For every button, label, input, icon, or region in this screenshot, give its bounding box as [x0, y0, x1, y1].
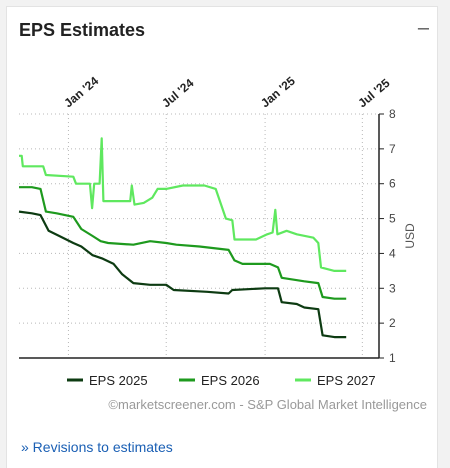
series-line-eps-2025: [18, 210, 347, 339]
revisions-link[interactable]: » Revisions to estimates: [21, 439, 173, 455]
y-tick-label: 5: [389, 212, 396, 226]
eps-chart: Jan '24 Jul '24 Jan '25 Jul '25 1 2 3 4 5 6 7 8 USD E…: [18, 74, 427, 412]
y-tick-label: 7: [389, 142, 396, 156]
series-line-eps-2026: [19, 186, 347, 300]
y-tick-label: 4: [389, 246, 396, 260]
x-tick-label: Jul '25: [355, 76, 392, 111]
y-tick-label: 2: [389, 316, 396, 330]
y-tick-label: 1: [389, 351, 396, 365]
minus-icon[interactable]: –: [417, 17, 429, 39]
x-tick-label: Jul '24: [159, 76, 196, 111]
eps-estimates-card: EPS Estimates – Jan '24 Jul '24 Jan '25 Jul…: [6, 6, 438, 468]
card-title: EPS Estimates: [19, 20, 146, 40]
y-tick-label: 6: [389, 177, 396, 191]
x-tick-label: Jan '24: [61, 74, 101, 111]
legend-label: EPS 2026: [201, 373, 260, 388]
legend-label: EPS 2027: [317, 373, 376, 388]
y-tick-label: 3: [389, 281, 396, 295]
y-axis-label: USD: [403, 223, 417, 249]
series-line-eps-2027: [19, 137, 347, 272]
chart-credit: ©marketscreener.com - S&P Global Market …: [108, 397, 427, 412]
x-tick-label: Jan '25: [258, 74, 298, 111]
legend-label: EPS 2025: [89, 373, 148, 388]
y-tick-label: 8: [389, 107, 396, 121]
